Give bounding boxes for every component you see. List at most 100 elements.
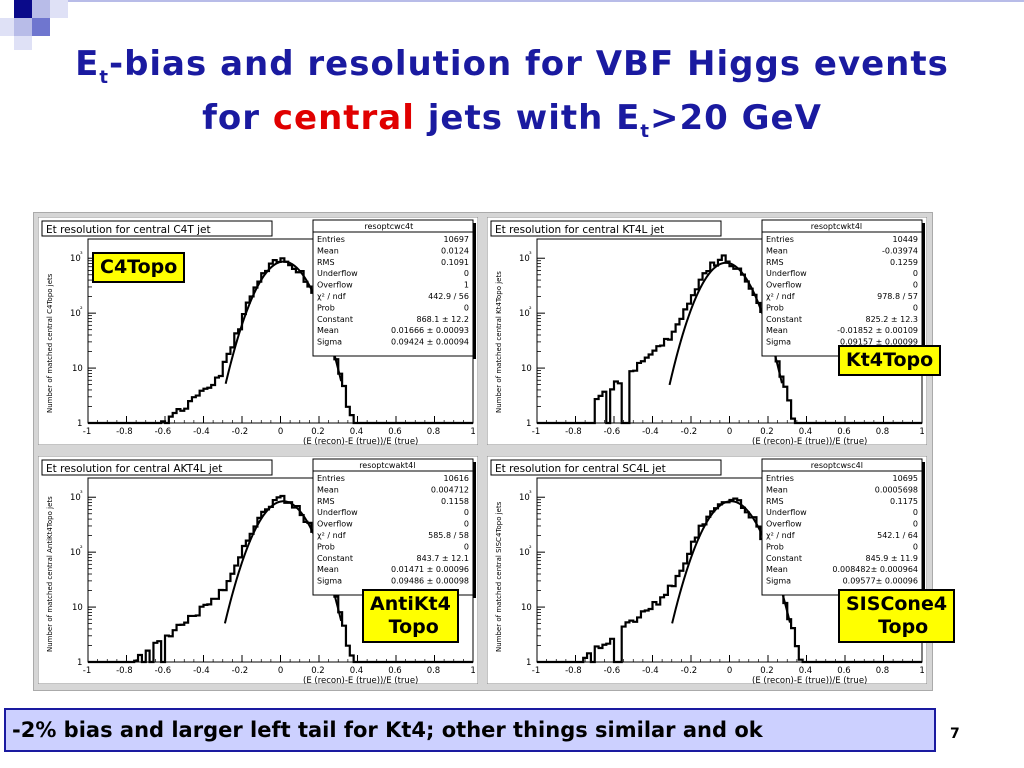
stats-value: 0 [913, 281, 918, 290]
x-tick-label: 0.6 [837, 427, 851, 437]
chart-panel-c4topo: Et resolution for central C4T jet 1 10 10 ² 1… [38, 217, 478, 445]
stats-key: χ² / ndf [317, 531, 346, 540]
title-box [490, 220, 722, 237]
stats-key: Overflow [317, 281, 353, 290]
summary-banner: -2% bias and larger left tail for Kt4; o… [4, 708, 936, 752]
stats-value: 0 [464, 520, 469, 529]
y-tick-label: 10 [70, 548, 81, 558]
x-tick-label: -0.8 [565, 427, 582, 437]
stats-value: 0.09157 ± 0.00099 [840, 338, 918, 347]
y-tick-label: 10 [521, 603, 532, 613]
stats-value: 0.01471 ± 0.00096 [391, 565, 469, 574]
y-tick-label: 10 [70, 493, 81, 503]
x-tick-label: 0.4 [350, 427, 364, 437]
stats-key: Entries [317, 474, 345, 483]
stats-key: Underflow [766, 508, 807, 517]
stats-value: 542.1 / 64 [877, 531, 918, 540]
x-tick-label: 1 [919, 427, 924, 437]
x-tick-label: 0.8 [427, 427, 441, 437]
stats-key: Overflow [317, 520, 353, 529]
stats-shadow [473, 462, 476, 598]
chart-panel-siscone4topo: Et resolution for central SC4L jet 1 10 10 ²… [487, 456, 927, 684]
stats-value: 0.09424 ± 0.00094 [391, 338, 469, 347]
stats-key: Mean [317, 565, 339, 574]
x-tick-label: 0.2 [311, 666, 325, 676]
y-axis-label: Number of matched central SISC4Topo jets [495, 501, 503, 652]
stats-value: 0.0005698 [875, 485, 918, 494]
x-tick-label: 0 [278, 666, 283, 676]
stats-shadow [473, 223, 476, 359]
stats-key: Constant [766, 315, 802, 324]
stats-box [761, 219, 923, 357]
stats-name: resoptcwkt4l [811, 222, 862, 231]
x-tick-label: -1 [83, 427, 91, 437]
stats-key: Sigma [317, 338, 342, 347]
x-tick-label: -0.8 [116, 666, 133, 676]
x-tick-label: -0.6 [155, 666, 172, 676]
x-tick-label: 0.8 [427, 666, 441, 676]
x-axis-label: (E (recon)-E (true))/E (true) [303, 437, 418, 445]
stats-key: RMS [317, 497, 335, 506]
stats-value: 0 [464, 508, 469, 517]
y-tick-exponent: ³ [80, 250, 83, 258]
stats-key: Mean [766, 246, 788, 255]
stats-value: 0 [464, 269, 469, 278]
label-siscone4topo: SISCone4 Topo [838, 589, 956, 643]
stats-value: 0.0124 [441, 246, 469, 255]
stats-key: Sigma [317, 577, 342, 586]
stats-value: 843.7 ± 12.1 [416, 554, 469, 563]
title-subscript: t [640, 120, 650, 142]
title-box [41, 220, 273, 237]
stats-value: -0.03974 [882, 246, 918, 255]
title-part: jets with E [414, 98, 641, 138]
histogram-series [537, 497, 922, 664]
stats-key: Mean [317, 485, 339, 494]
x-tick-label: 0 [278, 427, 283, 437]
x-tick-label: 0.8 [876, 666, 890, 676]
title-part: for [202, 98, 273, 138]
label-antikt4topo: AntiKt4 Topo [362, 589, 459, 643]
y-tick-label: 1 [77, 658, 82, 668]
stats-key: Sigma [766, 577, 791, 586]
x-tick-label: -0.6 [604, 666, 621, 676]
stats-key: Constant [317, 554, 353, 563]
x-tick-label: 0 [727, 666, 732, 676]
histogram-series [88, 257, 473, 425]
y-tick-label: 1 [77, 419, 82, 429]
x-tick-label: -1 [83, 666, 91, 676]
histogram-series [537, 254, 922, 425]
y-tick-label: 1 [526, 658, 531, 668]
y-tick-exponent: ² [80, 544, 83, 552]
stats-key: Mean [766, 326, 788, 335]
stats-value: 0.004712 [431, 485, 469, 494]
x-tick-label: -1 [532, 427, 540, 437]
x-tick-label: 1 [470, 666, 475, 676]
stats-key: χ² / ndf [766, 292, 795, 301]
corner-decoration [0, 0, 1024, 60]
y-tick-label: 10 [72, 603, 83, 613]
y-tick-exponent: ² [529, 305, 532, 313]
histogram-figure: Et resolution for central C4T jet 1 10 10 ² 1… [33, 212, 933, 691]
y-axis-label: Number of matched central Kt4Topo jets [495, 271, 503, 413]
y-tick-label: 10 [519, 309, 530, 319]
stats-key: Prob [317, 542, 335, 551]
stats-name: resoptcwsc4l [811, 461, 863, 470]
stats-key: Mean [317, 326, 339, 335]
chart-panel-antikt4topo: Et resolution for central AKT4L jet 1 10 10… [38, 456, 478, 684]
title-box [490, 459, 722, 476]
stats-key: Prob [766, 542, 784, 551]
stats-value: 442.9 / 56 [428, 292, 469, 301]
stats-key: Constant [317, 315, 353, 324]
stats-key: Underflow [766, 269, 807, 278]
stats-key: Prob [766, 303, 784, 312]
y-tick-label: 10 [72, 364, 83, 374]
stats-key: Overflow [766, 281, 802, 290]
stats-key: RMS [317, 258, 335, 267]
y-axis-label: Number of matched central AntiKt4Topo je… [46, 496, 54, 652]
stats-box [312, 458, 474, 596]
x-tick-label: 1 [919, 666, 924, 676]
y-tick-exponent: ³ [529, 250, 532, 258]
x-tick-label: 0.8 [876, 427, 890, 437]
x-tick-label: -0.4 [642, 427, 659, 437]
